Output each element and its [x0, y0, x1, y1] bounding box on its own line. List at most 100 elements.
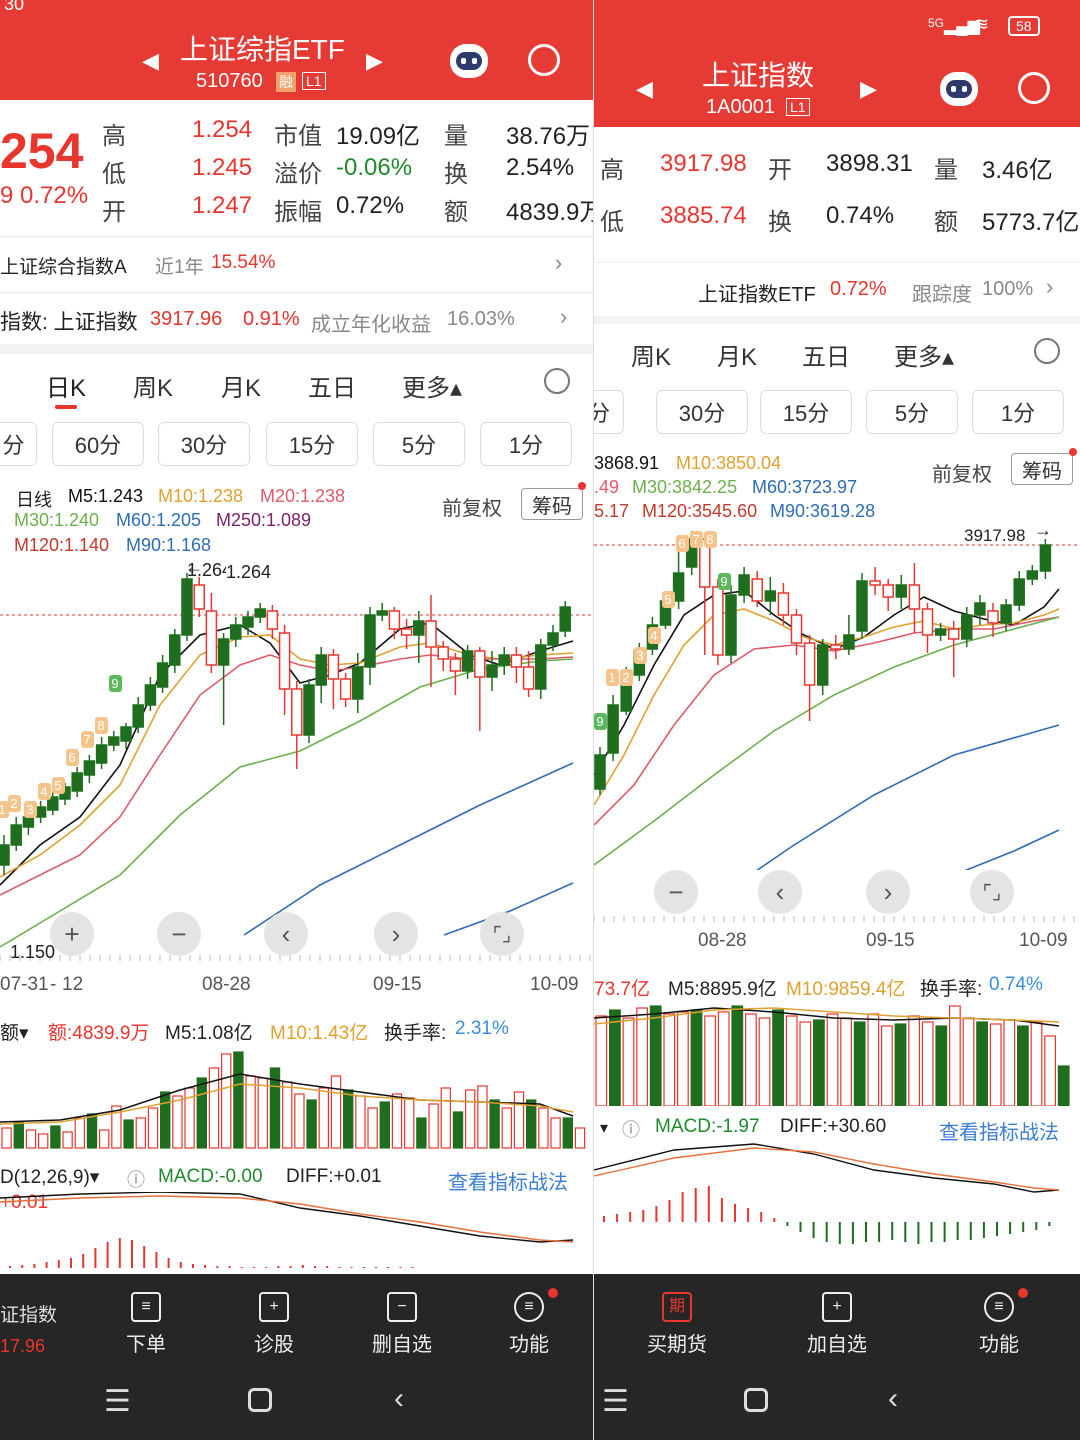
home-nav-icon[interactable]	[248, 1388, 272, 1412]
prev-stock-arrow[interactable]: ◀	[636, 76, 653, 101]
candle-body	[895, 584, 908, 598]
remove-watchlist-button[interactable]: − 删自选	[362, 1292, 442, 1357]
tracking-index: 指数: 上证指数	[0, 311, 138, 334]
macd-value: MACD:-0.00	[158, 1166, 263, 1187]
volume-m5: M5:1.08亿	[165, 1023, 253, 1044]
macd-selector-icon[interactable]: ▾	[600, 1120, 609, 1137]
tab-2[interactable]: 月K	[221, 375, 262, 402]
home-nav-icon[interactable]	[744, 1388, 768, 1412]
chip-button[interactable]: 筹码	[1011, 453, 1073, 485]
quote-value: -0.06%	[336, 154, 413, 181]
scroll-right-icon[interactable]: ›	[374, 912, 418, 956]
buy-futures-button[interactable]: 期买期货	[642, 1292, 712, 1357]
volume-bar	[404, 1097, 415, 1149]
quote-value: 5773.7亿	[982, 209, 1080, 236]
ma-line	[443, 882, 574, 936]
prev-stock-arrow[interactable]: ◀	[142, 48, 159, 73]
wifi-icon: ≋	[974, 14, 990, 34]
scroll-right-icon[interactable]: ›	[866, 870, 910, 914]
tab-3[interactable]: 更多▴	[894, 344, 955, 371]
help-icon[interactable]: ⓘ	[127, 1170, 145, 1190]
diagnose-button[interactable]: + 诊股	[243, 1292, 305, 1357]
period-button[interactable]: 分	[594, 390, 624, 434]
svg-text:7: 7	[83, 732, 90, 747]
period-button[interactable]: 1分	[972, 390, 1064, 434]
tab-3[interactable]: 五日	[308, 375, 356, 402]
bottom-index-name[interactable]: 证指数	[0, 1305, 58, 1326]
zoom-out-icon[interactable]: −	[654, 870, 698, 914]
robot-assistant-icon[interactable]	[940, 72, 978, 106]
chevron-right-icon[interactable]: ›	[555, 250, 563, 275]
back-nav-icon[interactable]: ‹	[394, 1382, 404, 1415]
period-button[interactable]: 30分	[158, 422, 250, 466]
fullscreen-icon[interactable]: ⌜⌟	[970, 870, 1014, 914]
period-button[interactable]: 5分	[373, 422, 465, 466]
chevron-right-icon[interactable]: ›	[1046, 274, 1054, 299]
scroll-left-icon[interactable]: ‹	[758, 870, 802, 914]
candle-body	[364, 614, 376, 668]
volume-bar	[367, 1107, 378, 1149]
volume-bar	[98, 1129, 110, 1149]
adjust-mode[interactable]: 前复权	[932, 464, 992, 486]
volume-selector[interactable]: 额▾	[0, 1023, 29, 1044]
ma-value: .49	[594, 477, 620, 497]
next-stock-arrow[interactable]: ▶	[366, 48, 383, 73]
robot-assistant-icon[interactable]	[450, 44, 488, 78]
fullscreen-icon[interactable]: ⌜⌟	[480, 912, 524, 956]
volume-bar	[160, 1091, 171, 1149]
order-button[interactable]: ≡ 下单	[115, 1292, 177, 1357]
help-icon[interactable]: ⓘ	[622, 1120, 640, 1140]
tab-0[interactable]: 日K	[46, 375, 87, 402]
ma-value: 3868.91	[594, 453, 660, 473]
zoom-out-icon[interactable]: −	[157, 912, 201, 956]
volume-bar	[513, 1091, 525, 1149]
tab-0[interactable]: 周K	[631, 344, 672, 371]
indicator-strategy-link[interactable]: 查看指标战法	[939, 1122, 1059, 1144]
macd-chart	[0, 1192, 574, 1268]
candle-body	[1039, 544, 1052, 572]
candle-body	[672, 572, 685, 602]
chevron-right-icon[interactable]: ›	[560, 304, 568, 329]
kline-chart[interactable]: 9 1 234 5 6 7 8 9	[594, 525, 1080, 870]
next-stock-arrow[interactable]: ▶	[860, 76, 877, 101]
quote-label: 额	[934, 209, 958, 236]
volume-bar	[428, 1103, 439, 1149]
period-button[interactable]: 5分	[866, 390, 958, 434]
function-button[interactable]: ≡ 功能	[968, 1292, 1030, 1357]
function-button[interactable]: ≡ 功能	[498, 1292, 560, 1357]
period-button[interactable]: 15分	[760, 390, 852, 434]
sequence-badge: 5	[52, 777, 65, 794]
indicator-strategy-link[interactable]: 查看指标战法	[448, 1172, 568, 1194]
period-button[interactable]: 分	[0, 422, 37, 466]
tab-1[interactable]: 周K	[133, 375, 174, 402]
search-icon[interactable]	[1018, 72, 1050, 104]
period-button[interactable]: 60分	[52, 422, 144, 466]
period-button[interactable]: 15分	[266, 422, 358, 466]
x-axis-ticks	[594, 916, 1075, 922]
volume-bar	[550, 1117, 561, 1149]
notification-dot	[548, 1288, 558, 1298]
period-button[interactable]: 30分	[656, 390, 748, 434]
menu-nav-icon[interactable]: ☰	[602, 1385, 629, 1418]
sequence-badge: 6	[676, 535, 689, 552]
chip-button[interactable]: 筹码	[521, 488, 583, 520]
macd-selector[interactable]: D(12,26,9)▾	[0, 1167, 100, 1188]
adjust-mode[interactable]: 前复权	[442, 498, 502, 520]
scroll-left-icon[interactable]: ‹	[264, 912, 308, 956]
tab-2[interactable]: 五日	[802, 344, 850, 371]
tab-1[interactable]: 月K	[717, 344, 758, 371]
tab-4[interactable]: 更多▴	[402, 375, 463, 402]
quote-label: 高	[600, 157, 624, 184]
period-button[interactable]: 1分	[480, 422, 572, 466]
settings-icon[interactable]	[544, 368, 570, 394]
back-nav-icon[interactable]: ‹	[888, 1382, 898, 1415]
add-watchlist-button[interactable]: + 加自选	[802, 1292, 872, 1357]
sequence-badge: 7	[81, 731, 94, 748]
menu-nav-icon[interactable]: ☰	[104, 1385, 131, 1418]
svg-text:4: 4	[40, 784, 47, 799]
zoom-in-icon[interactable]: +	[50, 912, 94, 956]
bottom-toolbar: 证指数 17.96 ≡ 下单 + 诊股 − 删自选 ≡ 功能 ☰ ‹	[0, 1274, 593, 1440]
search-icon[interactable]	[528, 44, 560, 76]
settings-icon[interactable]	[1034, 338, 1060, 364]
